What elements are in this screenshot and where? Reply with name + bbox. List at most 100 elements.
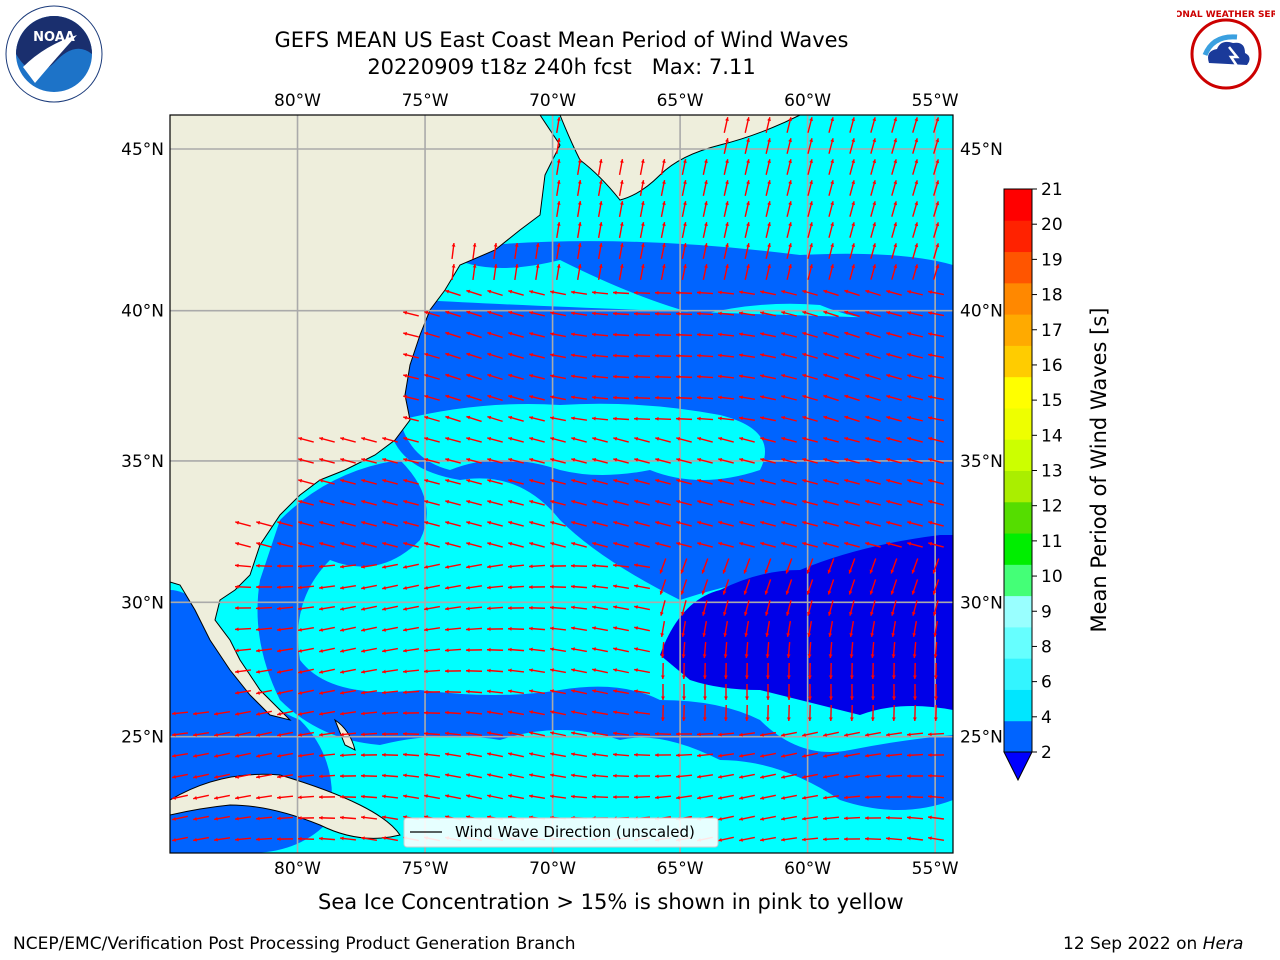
wave-vector-head [403, 499, 408, 504]
wave-vector-head [361, 541, 366, 546]
wave-vector-head [661, 696, 665, 700]
colorbar-segment [1004, 658, 1032, 690]
wave-vector-head [424, 794, 428, 799]
wave-vector-head [508, 794, 512, 799]
wave-vector-head [172, 753, 176, 758]
wave-vector-head [844, 331, 849, 336]
wave-vector-head [319, 520, 324, 525]
wave-vector-head [870, 717, 875, 721]
wave-vector-head [487, 710, 491, 715]
wave-vector-head [680, 611, 685, 616]
wave-vector-head [872, 180, 877, 185]
colorbar-extend-min [1003, 751, 1033, 782]
wave-vector-head [767, 201, 771, 206]
wave-vector-head [382, 669, 386, 674]
wave-vector-head [193, 775, 198, 779]
wave-vector-head [445, 520, 450, 525]
wave-vector-head [340, 541, 345, 546]
wave-vector-head [781, 775, 786, 779]
wave-vector-head [872, 138, 877, 143]
wave-vector-head [445, 499, 450, 504]
colorbar-segment [1004, 595, 1032, 628]
wave-vector-head [933, 675, 938, 679]
wave-vector-head [786, 654, 791, 658]
wave-vector-head [472, 264, 477, 268]
wave-vector-head [235, 627, 239, 632]
wave-vector-head [849, 654, 854, 658]
wave-vector-head [619, 243, 624, 247]
wave-vector-head [613, 416, 617, 421]
wave-vector-head [403, 416, 408, 420]
wave-vector-head [802, 837, 806, 842]
colorbar-segment [1004, 251, 1032, 284]
wave-vector-head [823, 289, 828, 294]
wave-vector-head [697, 732, 701, 737]
wave-vector-head [928, 395, 932, 400]
wave-vector-head [760, 520, 765, 525]
wave-vector-head [382, 499, 387, 504]
wave-vector-head [802, 541, 807, 546]
wave-vector-head [403, 374, 408, 378]
wave-vector-head [655, 753, 659, 757]
wave-vector-head [886, 753, 890, 758]
wave-vector-head [466, 394, 471, 399]
wave-vector-head [872, 243, 877, 248]
wave-vector-head [424, 331, 429, 336]
wave-vector-head [767, 159, 771, 164]
wave-vector-head [529, 541, 534, 546]
wave-vector-head [466, 499, 471, 504]
wave-vector-head [890, 590, 895, 595]
wave-vector-head [487, 436, 492, 441]
colorbar-tick-label: 4 [1041, 708, 1052, 728]
wave-vector-head [592, 353, 596, 358]
wave-vector-head [907, 499, 912, 504]
wave-vector-head [592, 395, 596, 400]
wave-vector-head [535, 243, 540, 247]
wave-vector-head [529, 773, 533, 778]
wave-vector-head [424, 373, 429, 378]
nws-logo-icon: NATIONAL WEATHER SERVICE [1177, 6, 1275, 102]
wave-vector-head [702, 717, 707, 721]
wave-vector-head [424, 499, 429, 504]
wave-vector-head [723, 675, 728, 679]
wave-vector-head [851, 117, 856, 122]
wave-vector-head [592, 416, 596, 421]
wave-vector-head [592, 520, 597, 525]
wave-vector-head [807, 633, 812, 637]
wave-vector-head [550, 794, 554, 799]
wave-vector-head [802, 310, 807, 315]
wave-vector-head [445, 773, 449, 778]
wave-vector-head [193, 753, 197, 758]
wave-vector-head [844, 816, 848, 821]
wave-vector-head [935, 201, 940, 206]
wave-vector-head [598, 264, 603, 268]
wave-vector-head [571, 773, 575, 778]
wave-vector-head [760, 796, 765, 800]
wave-vector-head [361, 564, 365, 569]
wave-vector-head [235, 669, 239, 674]
wave-vector-head [634, 332, 638, 337]
wave-vector-head [739, 817, 744, 821]
north-america-coast [170, 115, 561, 721]
footer-branch: NCEP/EMC/Verification Post Processing Pr… [13, 934, 576, 954]
wave-vector-head [508, 689, 512, 694]
wave-vector-head [911, 590, 916, 595]
wave-vector-head [556, 138, 561, 142]
wave-vector-head [823, 415, 828, 420]
wave-vector-head [739, 457, 744, 462]
wave-vector-head [466, 289, 471, 294]
wave-vector-head [739, 499, 744, 504]
wave-vector-head [661, 243, 666, 247]
wave-vector-head [550, 311, 554, 316]
wave-vector-head [739, 332, 743, 337]
wave-vector-head [886, 457, 891, 462]
wave-vector-head [466, 415, 471, 420]
wave-vector-head [725, 243, 729, 248]
lat-tick-label-right: 25°N [960, 728, 1003, 748]
wave-vector-head [424, 394, 429, 399]
wave-vector-head [382, 773, 386, 778]
wave-vector-head [676, 499, 681, 504]
wave-vector-head [928, 311, 932, 316]
wave-vector-head [214, 796, 218, 800]
wave-vector-head [865, 394, 870, 399]
